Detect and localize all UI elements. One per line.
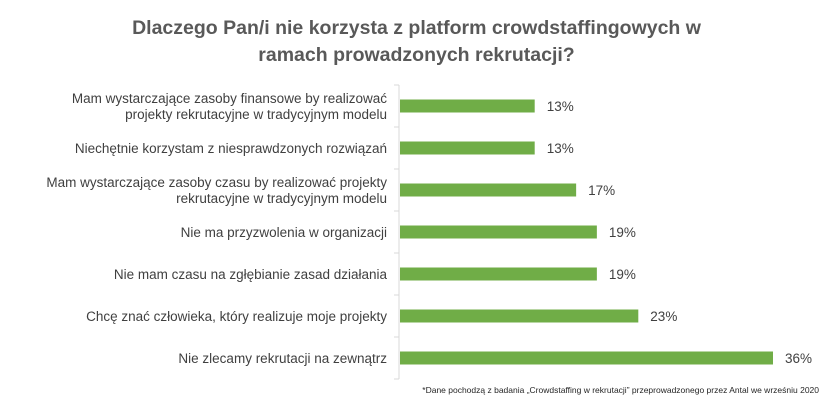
chart-title-line: Dlaczego Pan/i nie korzysta z platform c… <box>132 17 701 39</box>
category-label: Mam wystarczające zasoby finansowe by re… <box>72 91 387 106</box>
category-label: projekty rekrutacyjne w tradycyjnym mode… <box>125 107 387 122</box>
category-label: Nie ma przyzwolenia w organizacji <box>181 225 387 240</box>
chart-title: Dlaczego Pan/i nie korzysta z platform c… <box>0 15 833 69</box>
footnote: *Dane pochodzą z badania „Crowdstaffing … <box>422 385 819 395</box>
value-label: 36% <box>785 351 812 366</box>
bar <box>400 99 535 113</box>
category-label: rekrutacyjne w tradycyjnym modelu <box>176 191 387 206</box>
category-label: Nie mam czasu na zgłębianie zasad działa… <box>114 267 388 282</box>
bar <box>400 309 639 323</box>
chart-title-line: ramach prowadzonych rekrutacji? <box>258 44 575 66</box>
bar <box>400 267 597 281</box>
value-label: 17% <box>588 183 615 198</box>
category-label: Niechętnie korzystam z niesprawdzonych r… <box>75 141 387 156</box>
value-label: 23% <box>650 309 677 324</box>
value-label: 19% <box>609 225 636 240</box>
value-label: 19% <box>609 267 636 282</box>
bar <box>400 351 773 365</box>
bar <box>400 225 597 239</box>
bar <box>400 141 535 155</box>
category-label: Chcę znać człowieka, który realizuje moj… <box>86 309 387 324</box>
category-label: Mam wystarczające zasoby czasu by realiz… <box>46 175 387 190</box>
value-label: 13% <box>547 141 574 156</box>
value-label: 13% <box>547 99 574 114</box>
bar <box>400 183 577 197</box>
category-label: Nie zlecamy rekrutacji na zewnątrz <box>178 351 387 366</box>
